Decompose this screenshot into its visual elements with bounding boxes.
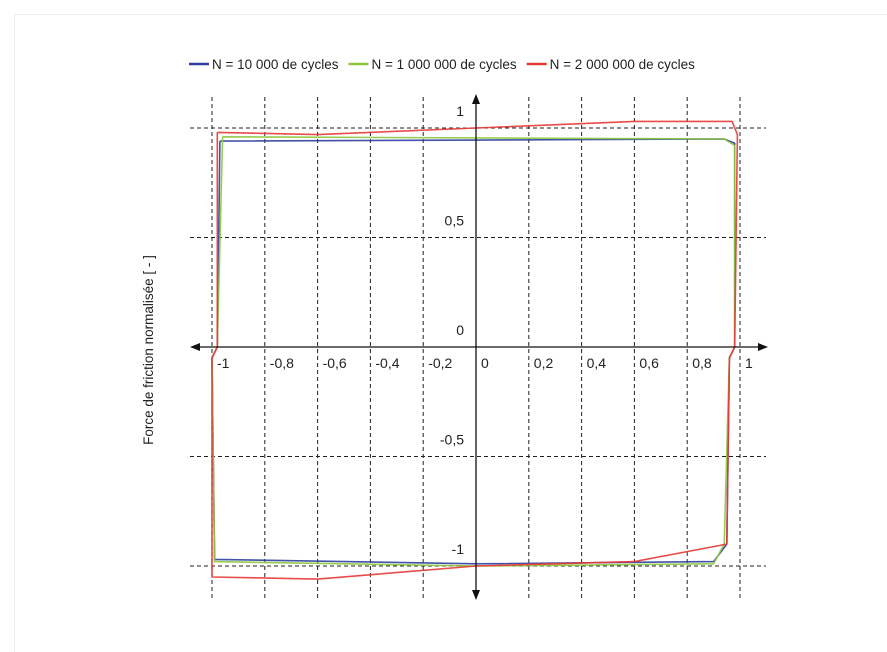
x-tick-label: -0,6 <box>323 355 347 371</box>
x-tick-label: 0,6 <box>639 355 659 371</box>
x-tick-label: 0,4 <box>587 355 607 371</box>
x-tick-label: 1 <box>745 355 753 371</box>
tick-labels: -1 -0,8 -0,6 -0,4 -0,2 0 0,2 0,4 0,6 0,8 1 1 0,5 0 -0,… <box>217 103 753 557</box>
x-tick-label: -0,4 <box>375 355 399 371</box>
x-tick-label: 0,8 <box>692 355 712 371</box>
x-tick-label: -0,8 <box>270 355 294 371</box>
series-layer <box>211 120 739 580</box>
x-tick-label: -1 <box>217 355 230 371</box>
legend-label: N = 1 000 000 de cycles <box>371 57 516 72</box>
y-arrow-up-icon <box>472 94 480 104</box>
y-tick-label: 1 <box>456 103 464 119</box>
axes <box>190 94 768 600</box>
y-axis-label: Force de friction normalisée [ - ] <box>141 255 156 445</box>
series-line-3 <box>211 120 739 580</box>
x-tick-label: 0 <box>481 355 489 371</box>
y-tick-label: 0,5 <box>445 213 465 229</box>
legend-label: N = 2 000 000 de cycles <box>550 57 695 72</box>
series-line-2 <box>211 136 736 567</box>
legend-label: N = 10 000 de cycles <box>212 57 339 72</box>
y-tick-label: -1 <box>452 541 465 557</box>
y-arrow-down-icon <box>472 590 480 600</box>
x-tick-label: -0,2 <box>428 355 452 371</box>
x-arrow-left-icon <box>190 343 200 351</box>
y-tick-label: 0 <box>456 322 464 338</box>
series-line-1 <box>211 138 736 565</box>
legend: N = 10 000 de cycles N = 1 000 000 de cyc… <box>189 57 695 72</box>
x-arrow-right-icon <box>758 343 768 351</box>
y-tick-label: -0,5 <box>440 432 464 448</box>
x-tick-label: 0,2 <box>534 355 554 371</box>
chart-frame <box>14 14 887 652</box>
